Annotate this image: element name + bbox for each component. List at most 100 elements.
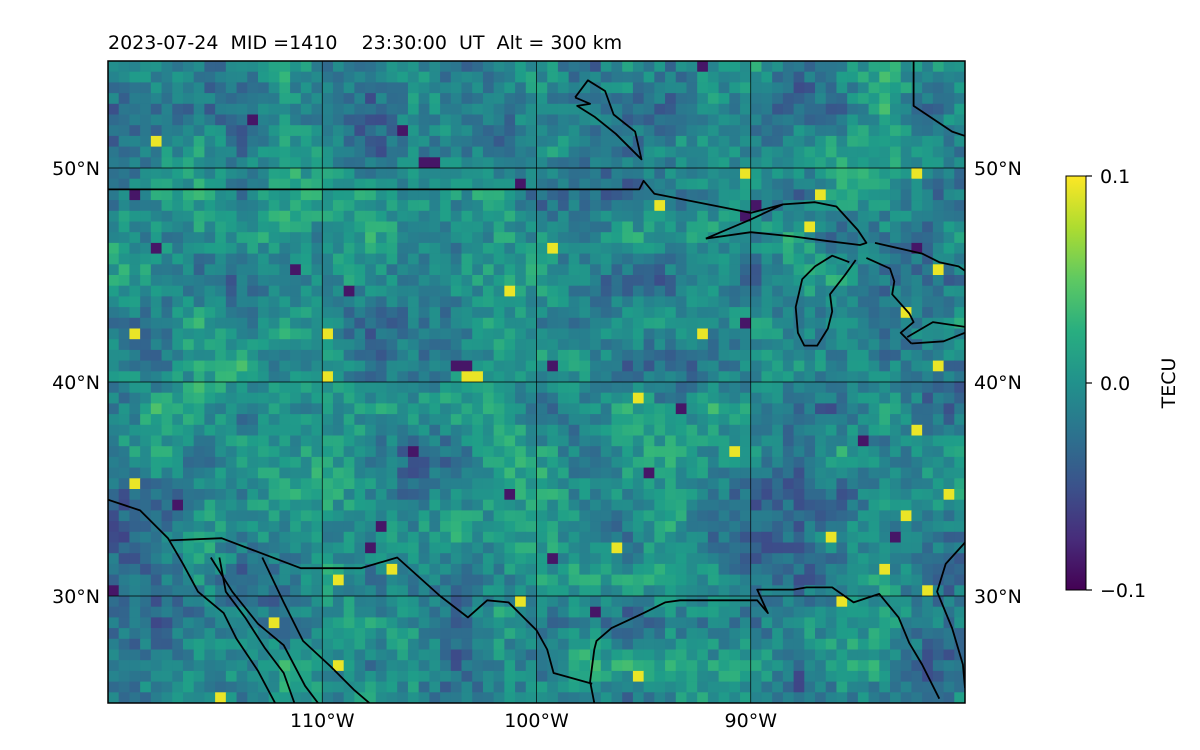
tec-cell [879,61,891,73]
tec-cell [140,553,152,565]
tec-cell [332,103,345,116]
tec-cell [911,403,923,415]
tec-cell [515,531,527,544]
tec-cell [236,424,248,437]
tec-cell [536,670,548,683]
tec-cell [515,660,527,672]
tec-cell [150,93,163,105]
lat-tick-label-left: 40°N [52,372,100,394]
tec-cell [429,189,441,201]
tec-cell [225,210,238,223]
tec-cell [847,61,859,73]
tec-cell [557,125,570,137]
tec-cell [868,200,880,212]
tec-cell [772,232,784,244]
tec-cell [782,275,795,287]
tec-cell [954,242,965,255]
tec-cell [857,371,870,383]
tec-cell [665,371,677,383]
tec-cell [611,371,623,383]
tec-cell [697,296,709,308]
tec-cell [718,82,730,94]
tec-cell [118,628,131,640]
tec-cell [504,424,516,437]
tec-cell [236,339,248,351]
tec-cell [857,221,870,233]
tec-cell [857,349,870,362]
tec-cell [215,146,227,158]
tec-cell [900,285,913,297]
tec-cell [740,253,752,265]
tec-cell [375,531,388,544]
tec-cell [847,531,859,544]
tec-cell [515,670,527,683]
tec-cell [654,371,666,383]
tec-cell [440,82,452,94]
tec-cell [729,103,741,116]
tec-cell [279,563,291,576]
tec-cell [943,135,955,148]
tec-cell [654,553,666,565]
tec-cell [311,125,323,137]
tec-cell [118,135,131,148]
tec-cell [707,285,720,297]
tec-cell [782,317,795,330]
tec-cell [300,371,313,383]
tec-cell [600,531,613,544]
tec-cell [397,82,409,94]
tec-cell [750,285,763,297]
tec-cell [129,510,141,522]
tec-cell [482,125,495,137]
tec-cell [332,531,345,544]
tec-cell [290,628,302,640]
tec-cell [707,424,720,437]
tec-cell [118,360,131,372]
tec-cell [140,285,152,297]
tec-cell [954,446,965,458]
tec-cell [418,382,430,394]
tec-cell [343,563,355,576]
tec-cell [536,275,548,287]
tec-cell [300,510,313,522]
tec-cell [257,456,270,469]
tec-cell [590,264,602,276]
tec-cell [172,253,184,265]
tec-cell [943,189,955,201]
tec-cell [140,275,152,287]
tec-cell [118,392,131,404]
tec-cell [740,435,752,447]
tec-cell [761,574,773,586]
tec-cell [879,499,891,511]
tec-cell [290,660,302,672]
tec-cell [461,499,473,511]
tec-cell [150,360,163,372]
tec-cell [397,499,409,511]
tec-cell [954,146,965,158]
tec-cell [707,296,720,308]
tec-cell [932,232,945,244]
tec-cell [482,296,495,308]
tec-cell [804,596,816,608]
tec-cell [675,307,688,319]
tec-cell [515,349,527,362]
tec-cell [707,596,720,608]
tec-cell [354,510,366,522]
tec-cell [118,296,131,308]
tec-cell [579,221,591,233]
tec-cell [450,360,463,372]
tec-cell [343,210,355,223]
tec-cell [654,168,666,180]
tec-cell [322,553,334,565]
tec-cell [257,221,270,233]
tec-cell [225,542,238,554]
tec-cell [943,178,955,190]
tec-cell [622,478,634,490]
tec-cell [707,435,720,447]
tec-field [108,61,965,703]
tec-cell [932,382,945,394]
tec-cell [761,499,773,511]
tec-cell [193,531,206,544]
tec-cell [386,339,398,351]
tec-cell [440,61,452,73]
tec-cell [322,221,334,233]
